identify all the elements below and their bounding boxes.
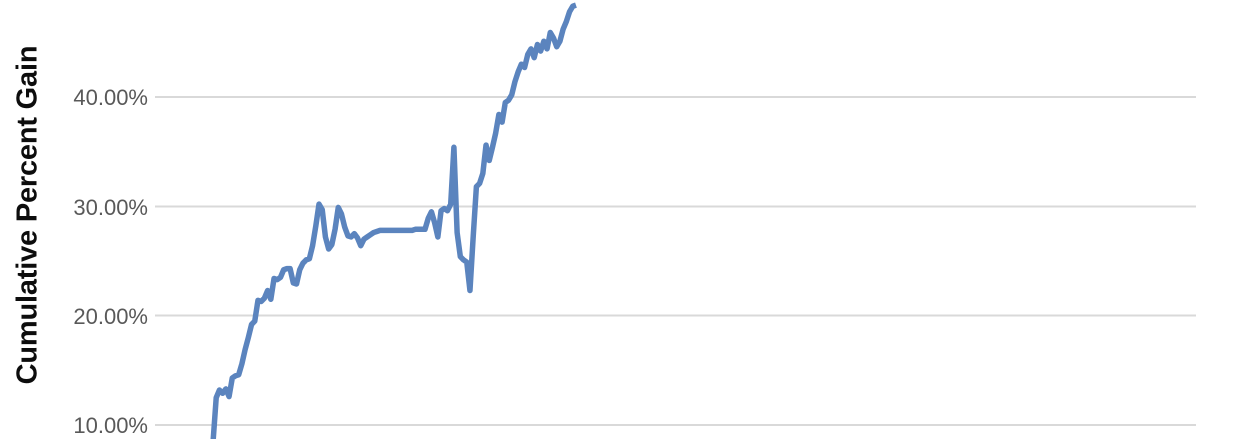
gridlines <box>155 96 1196 426</box>
y-tick-label-20: 20.00% <box>73 304 148 329</box>
y-axis-tick-labels: 40.00% 30.00% 20.00% 10.00% <box>30 0 148 438</box>
data-series-line <box>210 2 577 439</box>
plot-area <box>155 0 1196 439</box>
y-tick-label-30: 30.00% <box>73 195 148 220</box>
y-tick-label-10: 10.00% <box>73 413 148 438</box>
line-chart: Cumulative Percent Gain 40.00% 30.00% 20… <box>11 0 1196 439</box>
plot-svg <box>155 2 1196 439</box>
y-tick-label-40: 40.00% <box>73 85 148 110</box>
